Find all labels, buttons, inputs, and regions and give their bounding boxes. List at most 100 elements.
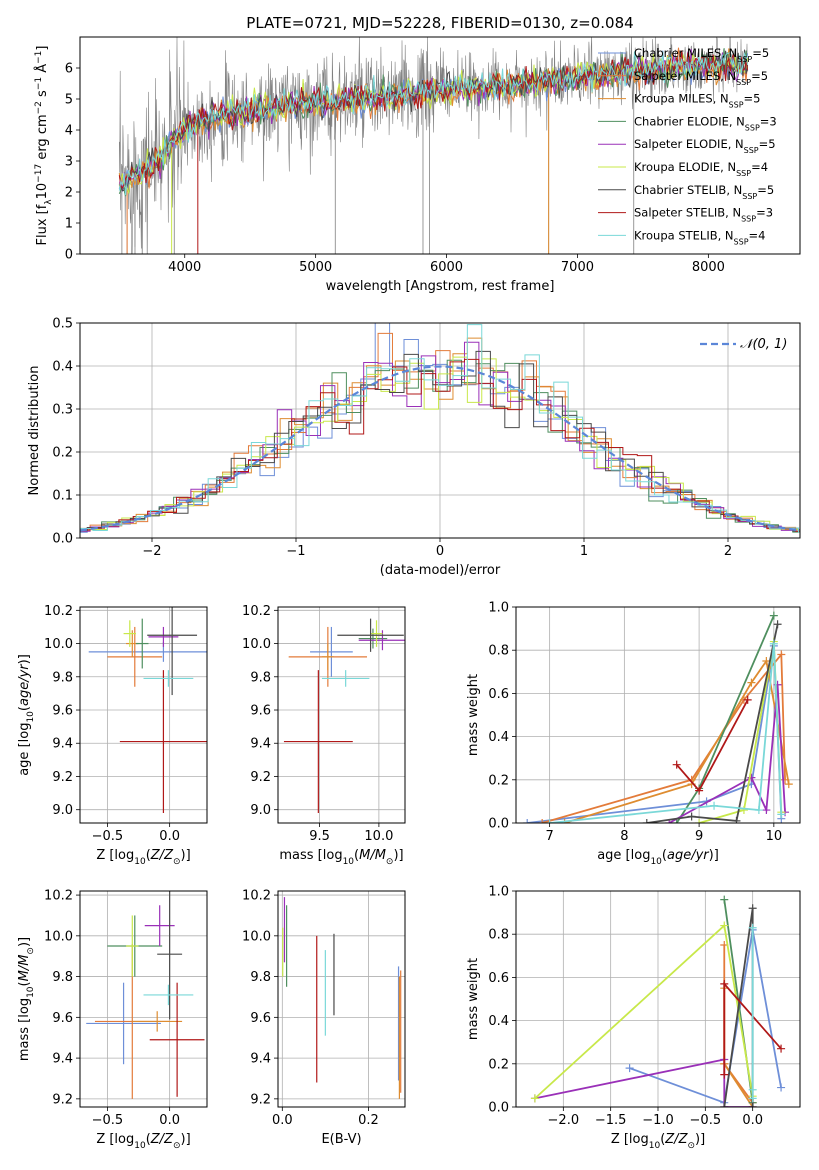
x-axis-label: Z [log10(Z/Z⊙)] [96, 848, 190, 867]
weight-marker [747, 678, 756, 687]
x-tick-label: 0.0 [272, 1113, 293, 1128]
y-tick-label: 9.6 [52, 704, 73, 719]
axes-frame [79, 36, 801, 255]
weight-marker [748, 904, 757, 913]
y-tick-label: 6 [65, 62, 73, 77]
y-axis-label: mass [log10(M/M⊙)] [17, 937, 36, 1061]
plot-area [282, 897, 402, 1099]
x-tick-label: −1.0 [642, 1113, 674, 1128]
legend-label: Kroupa STELIB, NSSP=4 [634, 228, 765, 246]
y-tick-label: 9.4 [250, 1052, 271, 1067]
panel-mass_vs_ebv: 0.0 0.2 9.2 9.4 9.6 9.8 10.0 10.2 E(B-V) [242, 889, 406, 1147]
errorbar-7 [149, 982, 205, 1097]
y-tick-label: 9.8 [250, 670, 271, 685]
y-tick-label: 1 [65, 217, 73, 232]
x-tick-label: −2 [142, 544, 161, 559]
y-tick-label: 9.6 [250, 704, 271, 719]
weight-marker [773, 620, 782, 629]
y-tick-label: 0.0 [52, 532, 73, 547]
weight-marker [530, 1094, 539, 1103]
x-tick-label: 0.0 [159, 1113, 180, 1128]
errorbar-7 [119, 670, 207, 814]
y-axis-label: mass weight [466, 958, 481, 1040]
y-tick-label: 9.2 [52, 770, 73, 785]
axes-frame [79, 606, 208, 824]
y-tick-label: 0.5 [52, 317, 73, 332]
x-tick-label: 8 [620, 829, 628, 844]
legend-label: Salpeter STELIB, NSSP=3 [634, 206, 773, 224]
weight-marker [720, 895, 729, 904]
errorbar-2 [321, 643, 334, 671]
y-tick-label: 9.6 [52, 1011, 73, 1026]
y-tick-label: 4 [65, 124, 73, 139]
errorbar-3 [136, 618, 149, 669]
y-axis-label: age [log10(age/yr)] [17, 654, 36, 776]
weight-marker [720, 1070, 729, 1079]
errorbar-0 [86, 982, 161, 1065]
x-tick-label: −0.5 [690, 1113, 722, 1128]
weight-marker [748, 1085, 757, 1094]
weight-marker [748, 1103, 757, 1107]
x-tick-label: 0.2 [358, 1113, 379, 1128]
x-tick-label: −1.5 [595, 1113, 627, 1128]
y-tick-label: 9.4 [250, 737, 271, 752]
legend-label: Chabrier STELIB, NSSP=5 [634, 183, 774, 201]
panel-spectrum: 4000 5000 6000 7000 8000 0 1 2 3 4 5 6 wavelength [A… [34, 36, 801, 294]
y-tick-label: 9.4 [52, 737, 73, 752]
x-tick-label: 5000 [299, 260, 332, 275]
y-tick-label: 0.4 [488, 730, 509, 745]
y-axis-label: Flux [fλ10−17 erg cm−2 s−1 Å−1] [34, 46, 54, 246]
panel-residuals: −2 −1 0 1 2 0.0 0.1 0.2 0.3 0.4 0.5 (data-model)/er… [27, 317, 801, 578]
legend-label: Chabrier MILES, NSSP=5 [634, 46, 769, 64]
plot-area [86, 891, 205, 1099]
panel-weight_vs_Z: −2.0 −1.5 −1.0 −0.5 0.0 0.0 0.2 0.4 0.6 0.8 1.0 Z [… [466, 885, 801, 1151]
legend-label: Chabrier ELODIE, NSSP=3 [634, 114, 777, 131]
y-tick-label: 0.0 [488, 817, 509, 832]
y-tick-label: 1.0 [488, 885, 509, 900]
weight-marker [739, 806, 748, 815]
weight-marker [748, 1094, 757, 1103]
weight-marker [777, 1083, 786, 1092]
y-tick-label: 9.2 [250, 1092, 271, 1107]
y-tick-label: 0.2 [52, 446, 73, 461]
x-axis-label: Z [log10(Z/Z⊙)] [611, 1132, 705, 1151]
weight-marker [743, 695, 752, 704]
weight-marker [784, 780, 793, 789]
y-tick-label: 9.2 [250, 770, 271, 785]
y-tick-label: 9.8 [250, 970, 271, 985]
y-tick-label: 9.0 [52, 803, 73, 818]
axes-frame [79, 322, 801, 539]
y-tick-label: 0.1 [52, 489, 73, 504]
hist-8 [80, 324, 800, 533]
errorbar-6 [147, 607, 198, 696]
x-tick-label: 7 [545, 829, 553, 844]
x-tick-label: −0.5 [92, 829, 124, 844]
weight-marker [695, 786, 704, 795]
x-tick-label: 1 [580, 544, 588, 559]
panel-weight_vs_age: 7 8 9 10 0.0 0.2 0.4 0.6 0.8 1.0 age [log10(age/yr… [466, 601, 801, 867]
y-tick-label: 0.8 [488, 644, 509, 659]
weight-marker [538, 819, 547, 823]
y-tick-label: 2 [65, 186, 73, 201]
y-tick-label: 0.3 [52, 403, 73, 418]
y-tick-label: 9.8 [52, 970, 73, 985]
y-tick-label: 0.8 [488, 928, 509, 943]
axes-frame [79, 890, 208, 1108]
x-axis-label: Z [log10(Z/Z⊙)] [96, 1132, 190, 1151]
errorbar-1 [107, 626, 163, 687]
y-tick-label: 9.8 [52, 670, 73, 685]
weight-marker [710, 801, 719, 810]
model-spectrum-8 [118, 50, 749, 196]
errorbar-7 [283, 670, 353, 814]
x-tick-label: 10.0 [364, 829, 393, 844]
panel-age_vs_Z: −0.5 0.0 9.0 9.2 9.4 9.6 9.8 10.0 10.2 Z [log10(Z… [17, 604, 208, 867]
x-tick-label: −1 [286, 544, 305, 559]
errorbar-5 [126, 915, 139, 977]
y-tick-label: 10.2 [242, 604, 271, 619]
axes-frame [277, 890, 406, 1108]
weight-marker [769, 639, 778, 648]
y-tick-label: 1.0 [488, 601, 509, 616]
weight-line-1 [541, 652, 786, 823]
x-axis-label: mass [log10(M/M⊙)] [279, 848, 403, 867]
x-tick-label: 4000 [168, 260, 201, 275]
